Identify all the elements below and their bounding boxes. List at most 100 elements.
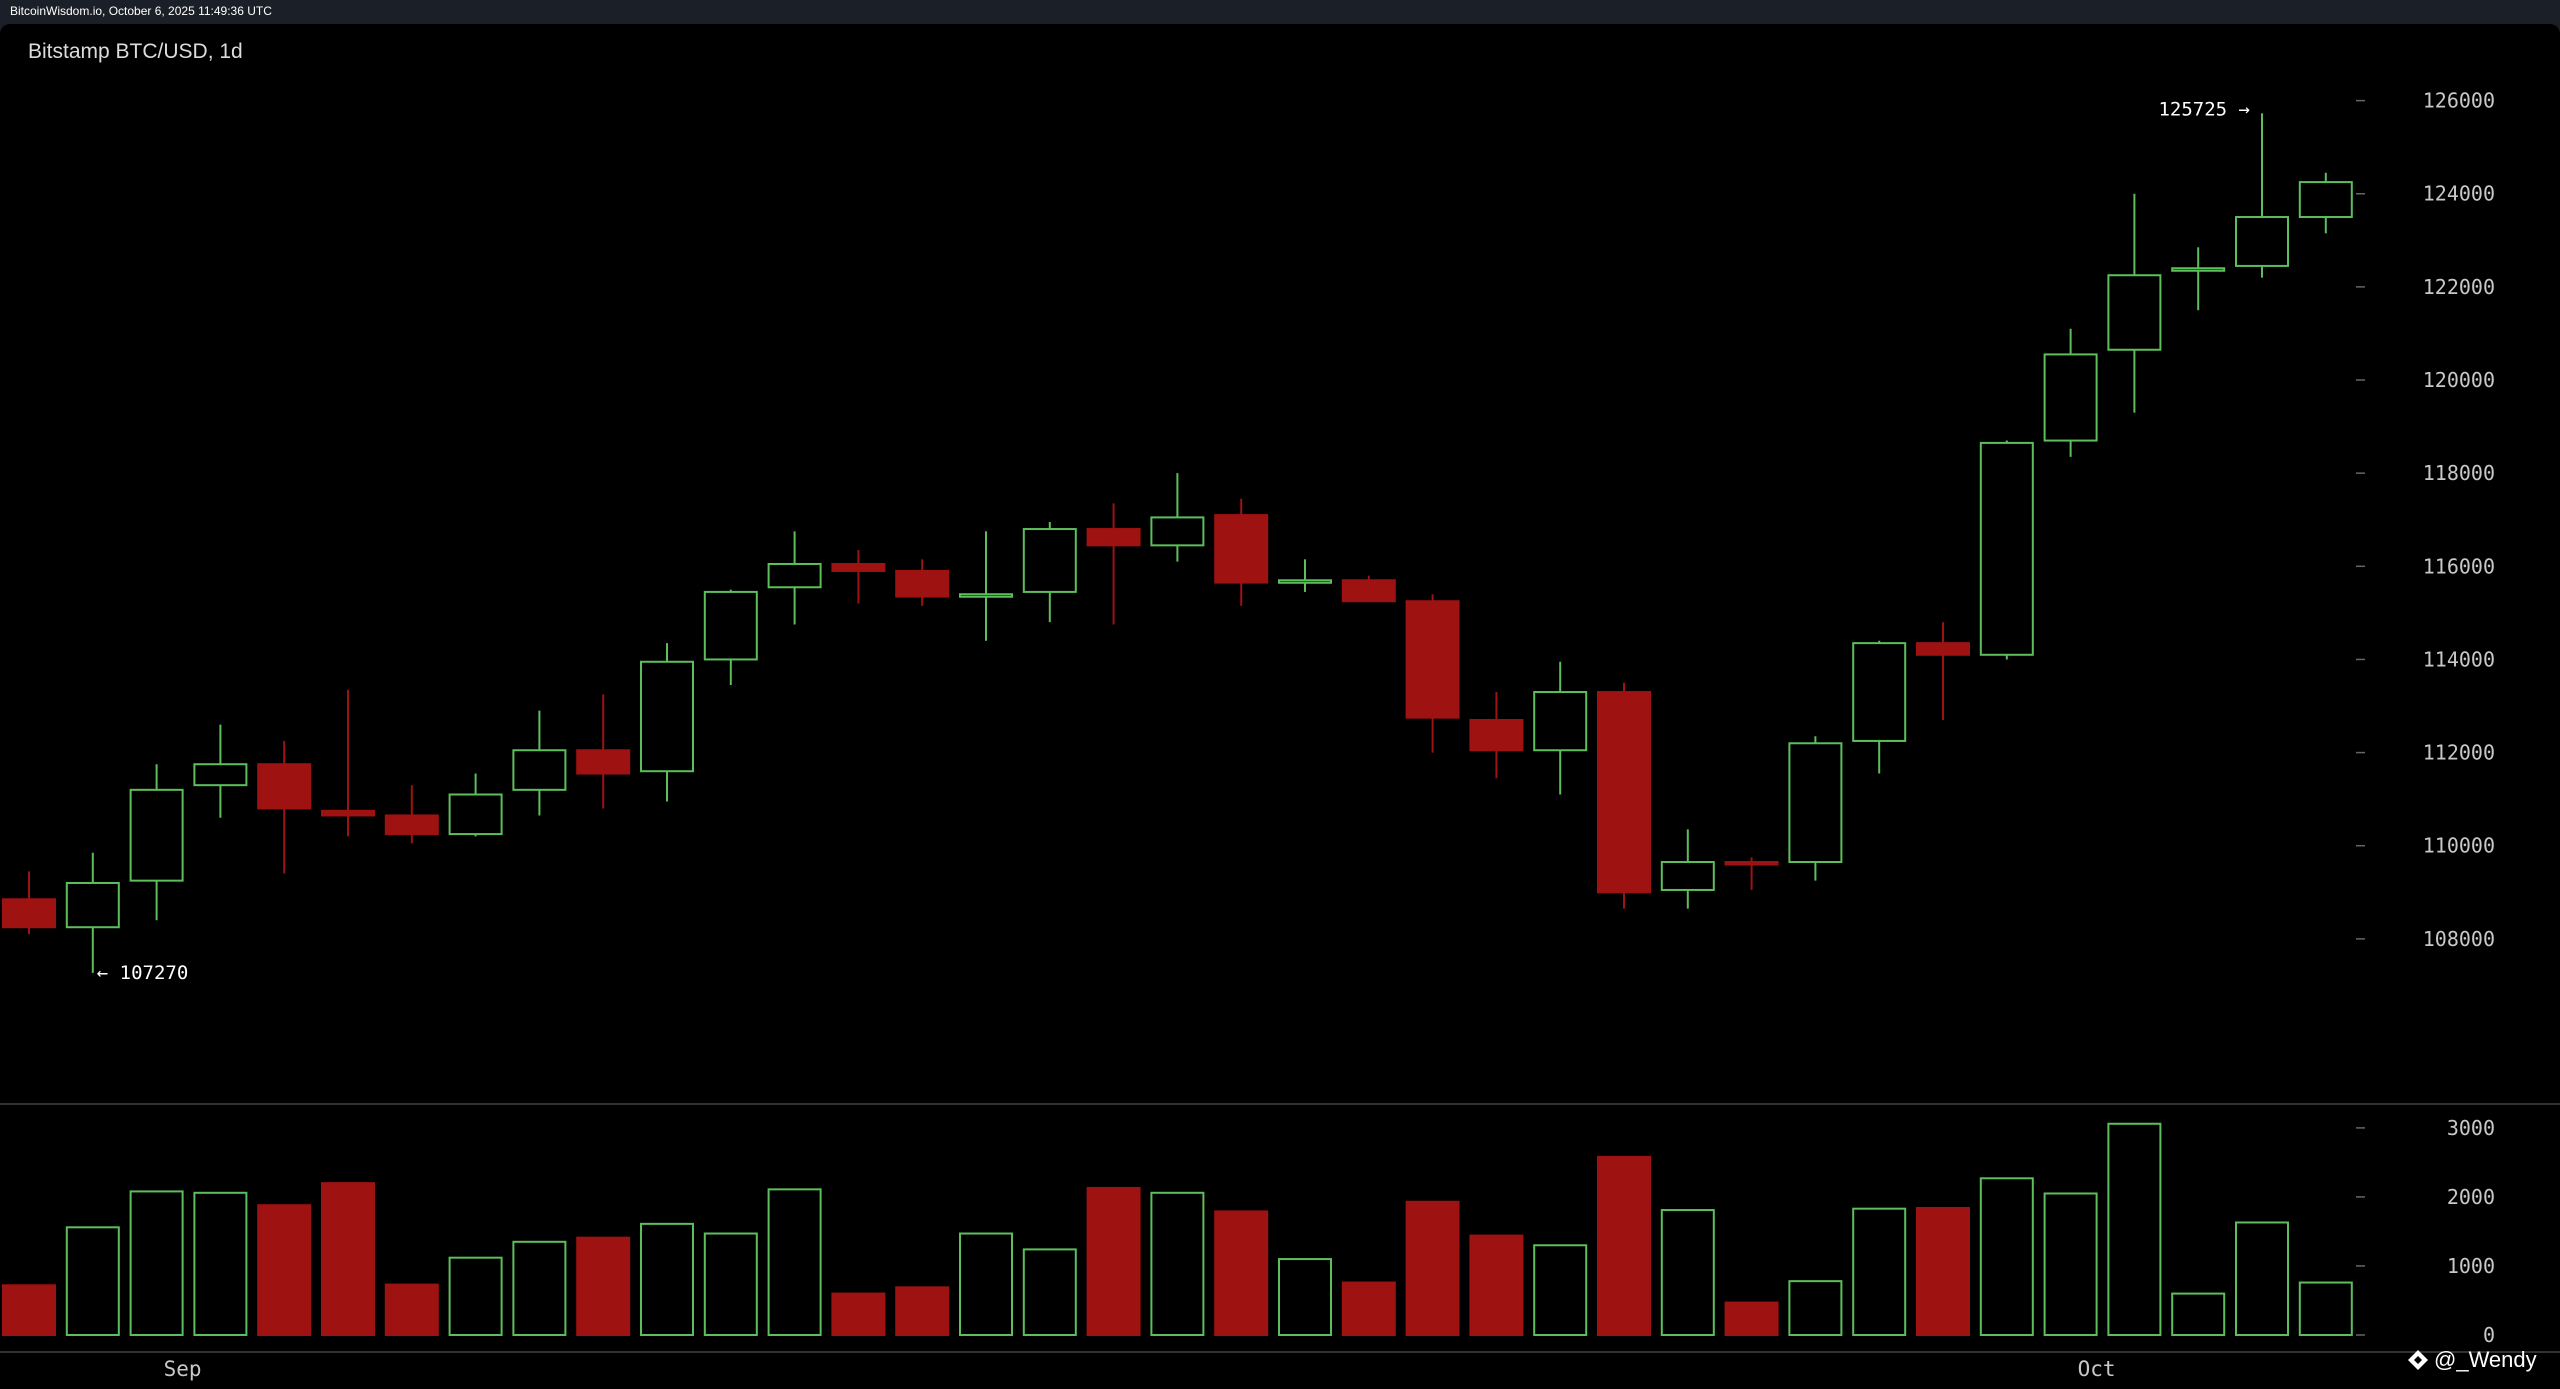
volume-bar	[1724, 1301, 1779, 1336]
volume-bar	[1341, 1281, 1396, 1337]
volume-bar	[2298, 1281, 2353, 1337]
volume-bar	[576, 1236, 631, 1337]
volume-bar	[1150, 1191, 1205, 1337]
candle-body	[2107, 274, 2162, 351]
candle-body	[1469, 718, 1524, 752]
candle-body	[1724, 861, 1779, 866]
volume-tick-label: 2000	[2447, 1185, 2495, 1209]
candle-body	[1086, 528, 1141, 547]
volume-bar	[1405, 1200, 1460, 1336]
volume-bars	[2, 1122, 2353, 1337]
volume-bar	[703, 1232, 758, 1336]
candle-body	[2235, 216, 2289, 267]
watermark-logo-icon	[2408, 1350, 2428, 1370]
candle-body	[959, 593, 1013, 598]
volume-bar	[1979, 1177, 2034, 1336]
volume-bar	[65, 1226, 120, 1337]
candle-body	[129, 788, 184, 882]
volume-bar	[1852, 1207, 1907, 1337]
price-tick-label: 126000	[2423, 89, 2495, 113]
volume-bar	[2043, 1192, 2098, 1337]
window-caption: BitcoinWisdom.io, October 6, 2025 11:49:…	[10, 4, 272, 18]
volume-bar	[129, 1190, 184, 1337]
price-tick-label: 108000	[2423, 927, 2495, 951]
candle-body	[321, 809, 375, 817]
candle-body	[1788, 742, 1843, 864]
volume-bar	[2171, 1292, 2226, 1337]
price-tick-label: 122000	[2423, 275, 2495, 299]
candle-body	[1533, 691, 1588, 752]
volume-bar	[384, 1283, 439, 1336]
volume-bar	[321, 1182, 375, 1336]
candle-body	[640, 660, 694, 773]
candle-body	[65, 881, 120, 929]
price-tick-label: 124000	[2423, 182, 2495, 206]
axes-layer: 108000 110000 112000 114000 116000 118000 1200…	[164, 89, 2495, 1381]
candle-body	[1660, 861, 1715, 891]
volume-bar	[959, 1232, 1013, 1336]
chart-title: Bitstamp BTC/USD, 1d	[28, 40, 243, 63]
candle-body	[576, 749, 631, 775]
candle-body	[2171, 267, 2226, 272]
candle-body	[703, 590, 758, 661]
volume-bar	[1533, 1244, 1588, 1336]
candle-body	[384, 814, 439, 836]
volume-tick-label: 3000	[2447, 1116, 2495, 1140]
volume-bar	[1660, 1209, 1715, 1337]
volume-bar	[1086, 1186, 1141, 1337]
volume-bar	[1278, 1258, 1332, 1337]
volume-bar	[2, 1284, 56, 1336]
time-axis-label: Sep	[164, 1357, 202, 1381]
candle-body	[1341, 579, 1396, 603]
candle-body	[193, 763, 248, 787]
volume-tick-label: 1000	[2447, 1254, 2495, 1278]
volume-bar	[831, 1292, 886, 1337]
volume-bar	[2235, 1221, 2289, 1336]
time-axis-label: Oct	[2078, 1357, 2116, 1381]
watermark-text: @_Wendy	[2434, 1347, 2537, 1372]
candle-body	[895, 569, 950, 598]
price-tick-label: 110000	[2423, 834, 2495, 858]
candle-body	[2, 898, 56, 929]
price-tick-label: 112000	[2423, 741, 2495, 765]
volume-bar	[895, 1286, 950, 1337]
volume-bar	[512, 1240, 567, 1336]
volume-bar	[767, 1188, 822, 1336]
candle-body	[1597, 691, 1651, 894]
price-tick-label: 118000	[2423, 461, 2495, 485]
candle-body	[2043, 353, 2098, 442]
volume-bar	[1022, 1248, 1077, 1337]
chart-panel: 108000 110000 112000 114000 116000 118000 1200…	[0, 24, 2560, 1389]
volume-bar	[640, 1222, 694, 1336]
candlestick-chart: 108000 110000 112000 114000 116000 118000 1200…	[0, 40, 2560, 1381]
volume-bar	[1469, 1234, 1524, 1336]
low-annotation: ← 107270	[97, 962, 189, 984]
watermark: @_Wendy	[2408, 1347, 2537, 1372]
candle-body	[1278, 579, 1332, 584]
candle-body	[1022, 528, 1077, 593]
grid-layer	[0, 1103, 2560, 1353]
candle-body	[1916, 642, 1970, 656]
volume-bar	[257, 1204, 312, 1336]
candle-body	[257, 763, 312, 810]
candle-body	[2298, 181, 2353, 219]
high-annotation: 125725 →	[2158, 98, 2250, 120]
candle-body	[1150, 516, 1205, 547]
candle-body	[1979, 441, 2034, 656]
candle-body	[1405, 600, 1460, 719]
price-tick-label: 116000	[2423, 554, 2495, 578]
price-tick-label: 120000	[2423, 368, 2495, 392]
candle-body	[767, 562, 822, 589]
volume-bar	[448, 1256, 503, 1336]
candle-body	[448, 793, 503, 836]
volume-tick-label: 0	[2483, 1323, 2495, 1347]
volume-bar	[193, 1191, 248, 1337]
volume-bar	[1916, 1206, 1970, 1336]
volume-bar	[1597, 1155, 1651, 1336]
price-tick-label: 114000	[2423, 647, 2495, 671]
volume-bar	[1788, 1280, 1843, 1336]
window-title-bar: BitcoinWisdom.io, October 6, 2025 11:49:…	[0, 0, 2560, 24]
volume-bar	[2107, 1122, 2162, 1336]
candle-body	[1852, 642, 1907, 742]
candle-body	[831, 562, 886, 572]
